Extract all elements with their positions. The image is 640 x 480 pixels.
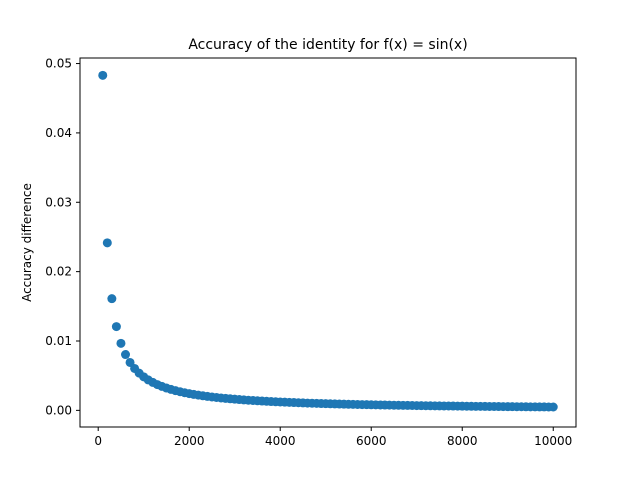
scatter-point bbox=[98, 70, 108, 80]
x-tick-label: 8000 bbox=[447, 434, 478, 448]
y-tick-label: 0.01 bbox=[45, 334, 72, 348]
scatter-point bbox=[116, 338, 126, 348]
x-tick-label: 10000 bbox=[534, 434, 572, 448]
y-tick-label: 0.04 bbox=[45, 126, 72, 140]
y-tick-label: 0.03 bbox=[45, 195, 72, 209]
x-tick-label: 6000 bbox=[356, 434, 387, 448]
y-axis-ticks: 0.00 0.01 0.02 0.03 0.04 0.05 bbox=[45, 57, 80, 417]
x-axis-ticks: 0 2000 4000 6000 8000 10000 bbox=[94, 427, 572, 448]
y-axis-label: Accuracy difference bbox=[20, 183, 34, 302]
y-tick-label: 0.00 bbox=[45, 403, 72, 417]
y-tick-label: 0.02 bbox=[45, 265, 72, 279]
x-tick-label: 0 bbox=[94, 434, 102, 448]
scatter-point bbox=[111, 322, 121, 332]
axes-background bbox=[80, 58, 576, 427]
plot-area bbox=[80, 58, 576, 427]
x-tick-label: 4000 bbox=[265, 434, 296, 448]
scatter-point bbox=[102, 238, 112, 248]
axes-frame bbox=[79, 57, 577, 428]
scatter-point bbox=[107, 294, 117, 304]
y-tick-label: 0.05 bbox=[45, 57, 72, 71]
chart-title: Accuracy of the identity for f(x) = sin(… bbox=[188, 37, 467, 53]
scatter-point bbox=[121, 350, 131, 360]
data-points bbox=[98, 70, 558, 412]
scatter-point bbox=[548, 402, 558, 412]
x-tick-label: 2000 bbox=[174, 434, 205, 448]
